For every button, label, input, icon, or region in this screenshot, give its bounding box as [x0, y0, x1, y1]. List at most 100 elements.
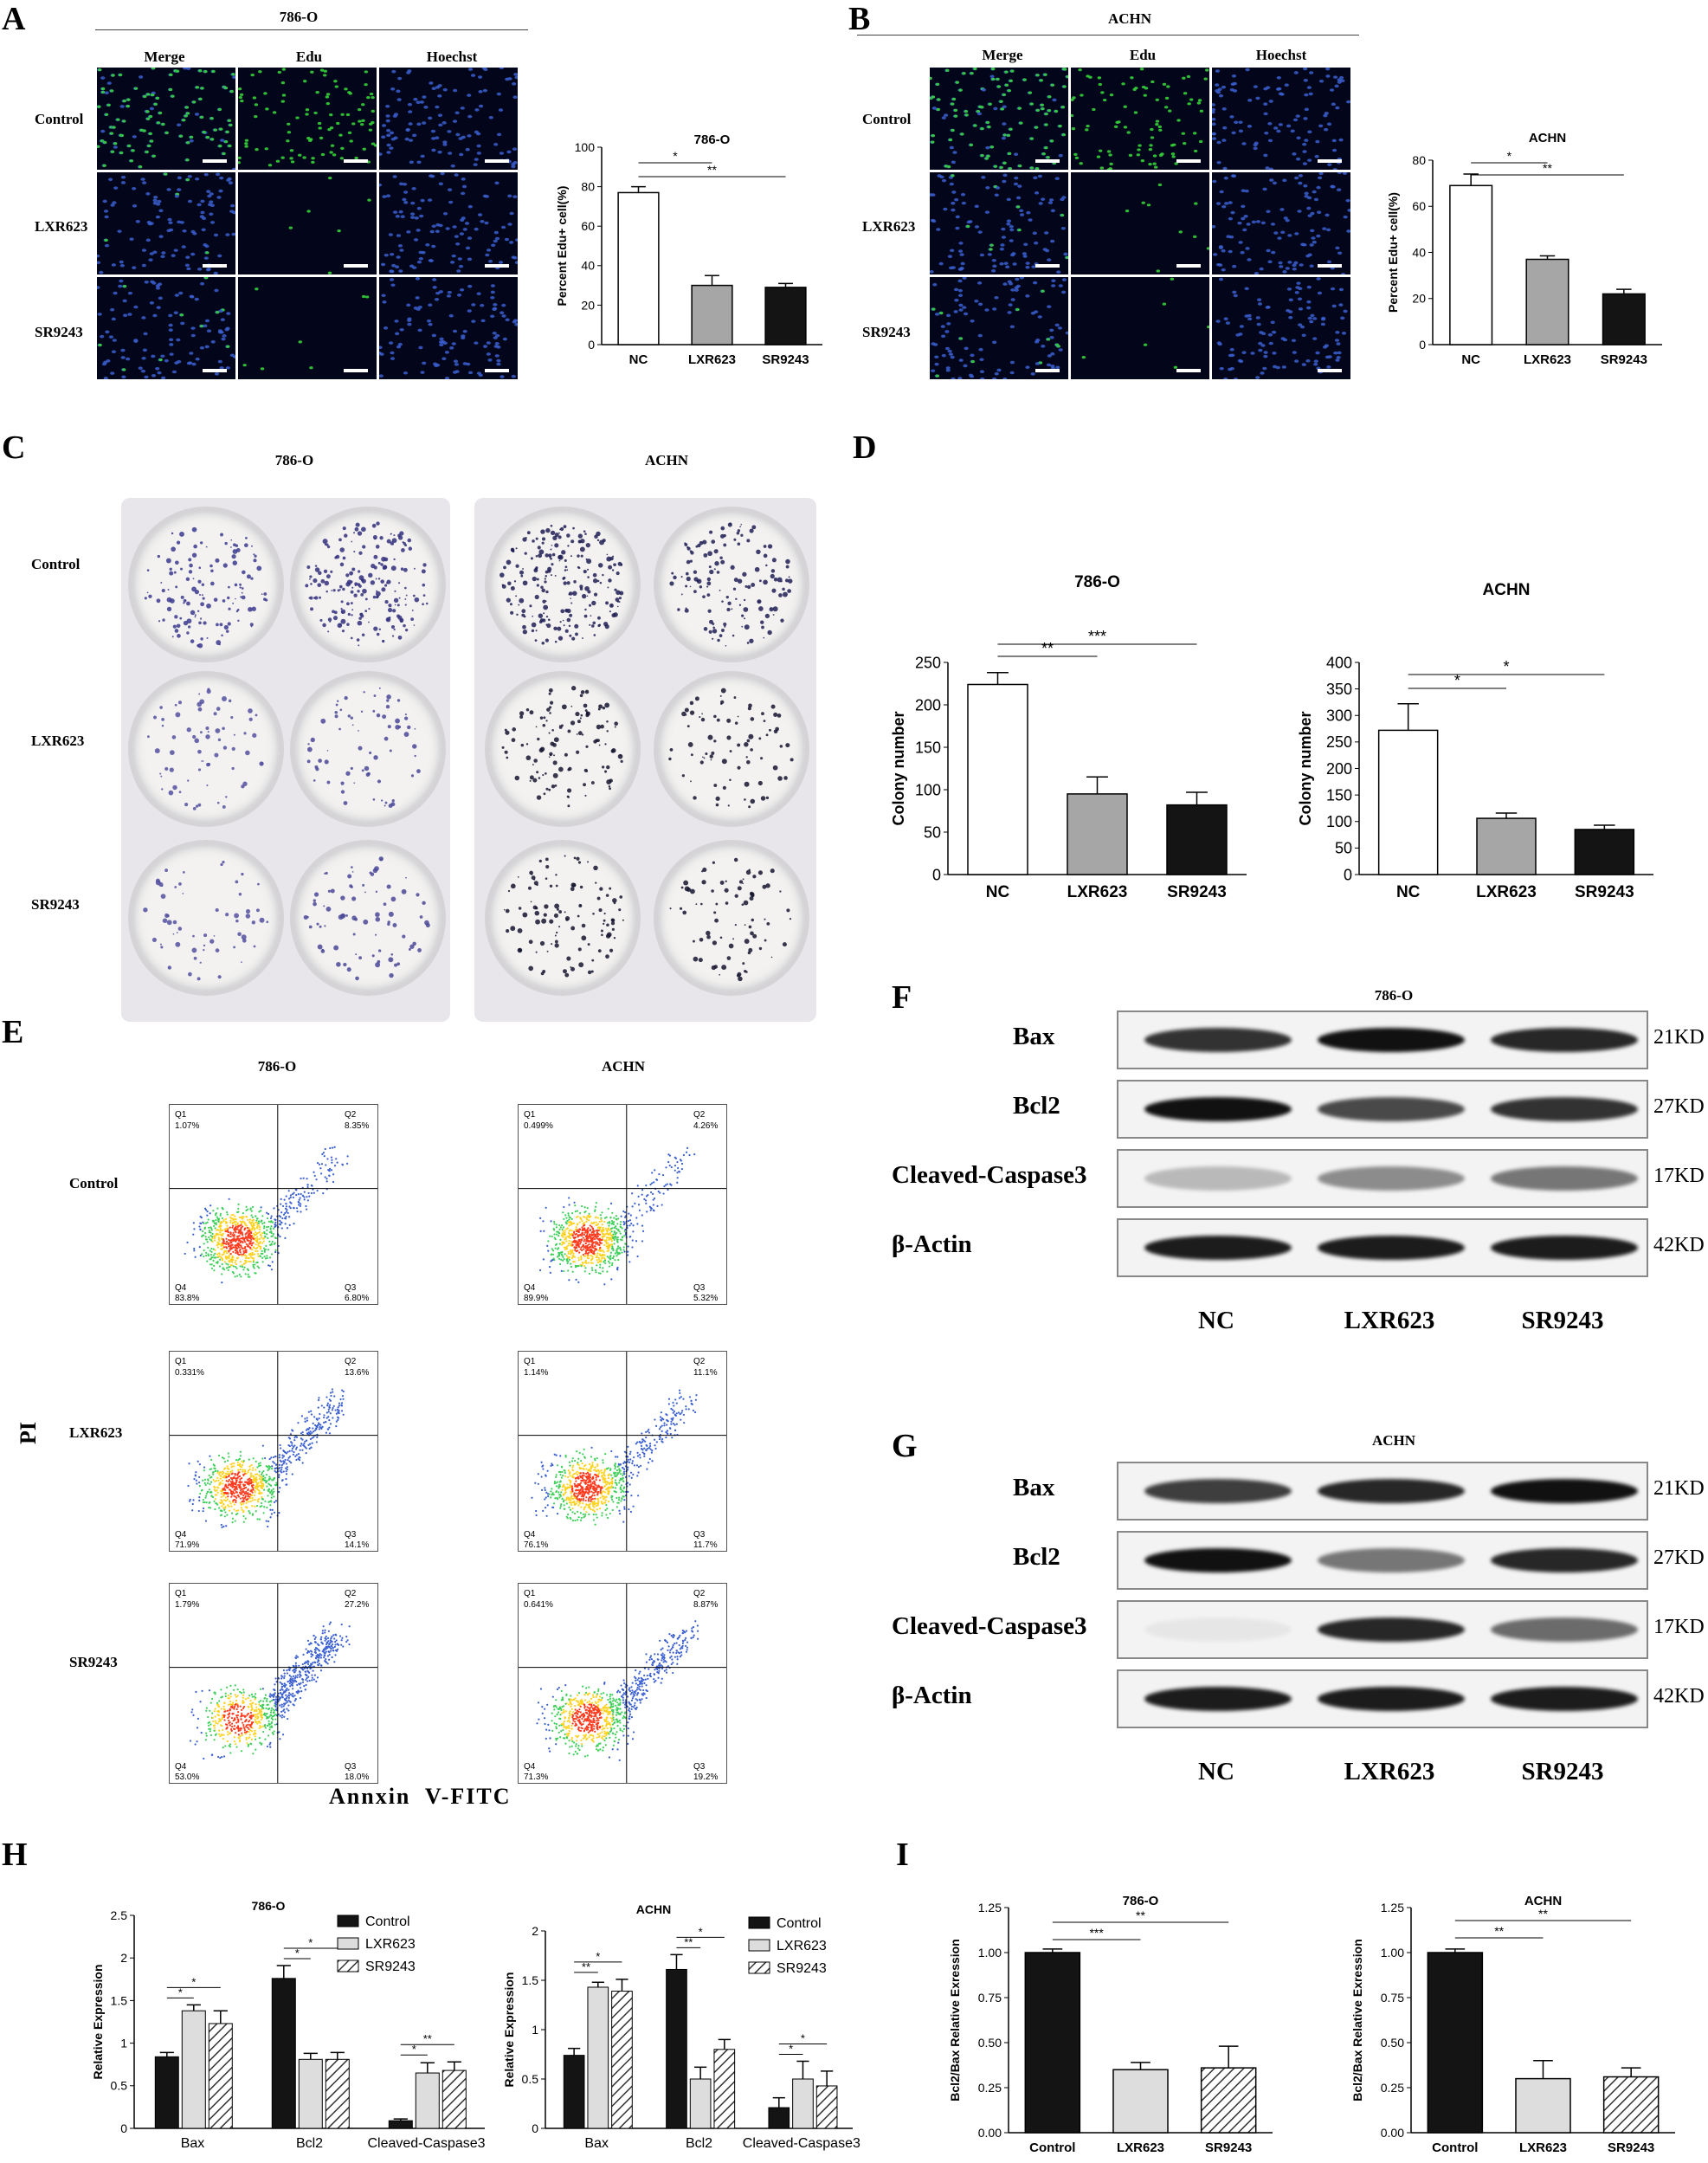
- event-dot: [669, 1154, 671, 1156]
- nucleus-dot: [1279, 208, 1284, 211]
- scale-bar: [1318, 369, 1342, 372]
- event-dot: [285, 1203, 287, 1204]
- colony-dot: [172, 785, 177, 790]
- event-dot: [213, 1269, 215, 1271]
- event-dot: [235, 1252, 236, 1254]
- colony-dot: [771, 569, 775, 572]
- colony-dot: [368, 608, 370, 610]
- colony-dot: [720, 936, 723, 939]
- event-dot: [235, 1262, 236, 1263]
- colony-dot: [234, 734, 235, 736]
- nucleus-dot: [1266, 210, 1270, 213]
- event-dot: [242, 1212, 244, 1214]
- event-dot: [652, 1193, 654, 1195]
- nucleus-dot: [120, 349, 125, 352]
- event-dot: [614, 1259, 616, 1261]
- colony-dot: [315, 567, 319, 571]
- event-dot: [613, 1217, 615, 1218]
- event-dot: [337, 1162, 338, 1164]
- nucleus-dot: [970, 320, 974, 323]
- event-dot: [306, 1178, 307, 1179]
- colony-dot: [353, 594, 357, 597]
- nucleus-dot: [200, 346, 204, 350]
- colony-title-achn: ACHN: [597, 452, 736, 469]
- colony-dot: [556, 932, 558, 933]
- event-dot: [267, 1249, 269, 1250]
- nucleus-dot: [1002, 282, 1007, 286]
- event-dot: [261, 1223, 263, 1224]
- event-dot: [621, 1251, 622, 1253]
- nucleus-dot: [1241, 142, 1246, 145]
- colony-dot: [384, 737, 389, 741]
- colony-dot: [382, 714, 386, 719]
- nucleus-dot: [1056, 270, 1060, 274]
- nucleus-dot: [386, 119, 390, 123]
- event-dot: [556, 1243, 558, 1245]
- nucleus-dot: [442, 143, 447, 146]
- colony-dot: [377, 633, 380, 636]
- edu-positive-dot: [281, 81, 285, 84]
- colony-dot: [583, 530, 586, 533]
- colony-dot: [222, 805, 226, 809]
- event-dot: [270, 1225, 272, 1227]
- colony-dot: [504, 909, 506, 911]
- event-dot: [255, 1243, 257, 1245]
- colony-dot: [691, 753, 693, 756]
- nucleus-dot: [1229, 236, 1234, 239]
- colony-dot: [351, 567, 355, 571]
- event-dot: [663, 1185, 665, 1187]
- event-dot: [203, 1234, 204, 1236]
- nucleus-dot: [1285, 83, 1289, 87]
- colony-dot: [617, 606, 619, 608]
- colony-dot: [239, 584, 242, 586]
- event-dot: [233, 1232, 235, 1234]
- event-dot: [577, 1224, 578, 1225]
- colony-dot: [207, 688, 209, 691]
- colony-dot: [543, 716, 545, 719]
- edu-positive-dot: [1197, 101, 1201, 104]
- colony-dot: [508, 890, 510, 892]
- colony-dot: [351, 915, 357, 920]
- event-dot: [258, 1220, 260, 1222]
- colony-dot: [742, 903, 744, 906]
- event-dot: [245, 1261, 247, 1262]
- edu-positive-dot: [988, 103, 991, 106]
- nucleus-dot: [1303, 117, 1307, 120]
- nucleus-dot: [202, 216, 206, 220]
- colony-dot: [712, 940, 717, 945]
- nucleus-dot: [136, 220, 140, 223]
- colony-dot: [558, 636, 563, 640]
- event-dot: [581, 1226, 583, 1228]
- event-dot: [639, 1210, 641, 1211]
- q2-value: 8.35%: [345, 1121, 369, 1131]
- colony-dot: [751, 525, 756, 529]
- nucleus-dot: [1286, 219, 1290, 223]
- nucleus-dot: [497, 93, 501, 96]
- colony-dot: [389, 804, 393, 808]
- colony-dot: [570, 539, 574, 543]
- edu-positive-dot: [238, 87, 242, 90]
- event-dot: [218, 1221, 220, 1223]
- event-dot: [269, 1256, 271, 1258]
- event-dot: [665, 1166, 667, 1168]
- colony-dot: [708, 610, 712, 613]
- event-dot: [616, 1242, 618, 1243]
- event-dot: [244, 1228, 246, 1230]
- event-dot: [589, 1273, 590, 1275]
- nucleus-dot: [379, 345, 383, 349]
- colony-dot: [361, 526, 366, 532]
- edu-positive-dot: [1109, 167, 1112, 170]
- nucleus-dot: [958, 289, 963, 293]
- event-dot: [261, 1250, 263, 1252]
- nucleus-dot: [1310, 212, 1314, 216]
- colony-dot: [545, 591, 548, 593]
- colony-dot: [510, 603, 512, 605]
- colony-dot: [384, 600, 388, 604]
- event-dot: [228, 1269, 229, 1271]
- event-dot: [641, 1194, 643, 1196]
- nucleus-dot: [128, 292, 132, 295]
- colony-dot: [377, 595, 379, 597]
- colony-dot: [790, 758, 794, 761]
